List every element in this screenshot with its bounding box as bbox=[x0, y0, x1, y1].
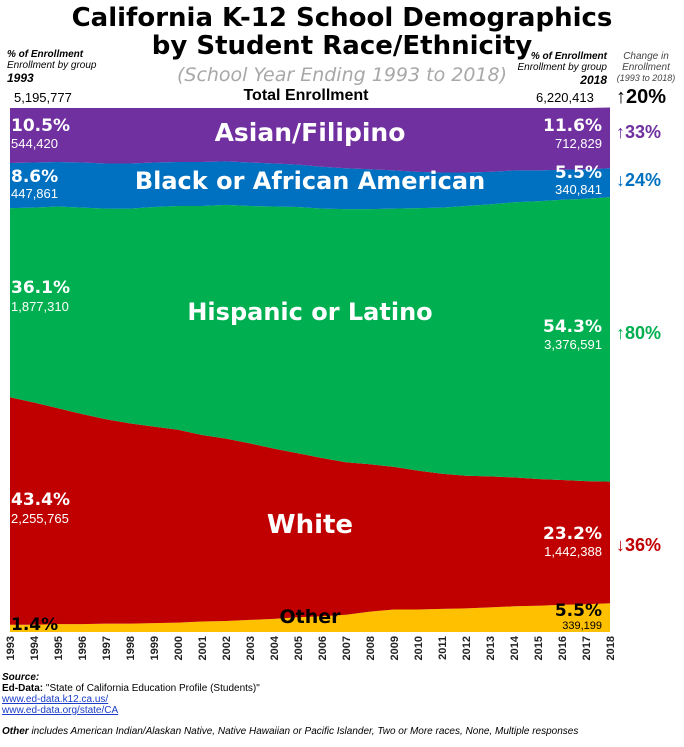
chart-subtitle: (School Year Ending 1993 to 2018) bbox=[176, 64, 508, 86]
source-name: Ed-Data: bbox=[2, 683, 44, 694]
x-tick-label: 1993 bbox=[5, 636, 17, 660]
change-header: Change in Enrollment (1993 to 2018) bbox=[614, 51, 678, 84]
x-tick-label: 1994 bbox=[29, 635, 41, 660]
change-label-2: Enrollment bbox=[622, 62, 670, 73]
source-link-2[interactable]: www.ed-data.org/state/CA bbox=[2, 705, 119, 716]
x-tick-label: 2004 bbox=[269, 635, 281, 660]
x-tick-label: 1997 bbox=[101, 636, 113, 660]
asian-change: ↑33% bbox=[616, 122, 662, 142]
other-note-term: Other bbox=[2, 726, 29, 737]
asian-count-1993: 544,420 bbox=[11, 136, 58, 151]
x-tick-label: 2008 bbox=[365, 636, 377, 660]
x-tick-label: 2016 bbox=[557, 636, 569, 660]
band-label-hispanic: Hispanic or Latino bbox=[187, 298, 433, 326]
x-tick-label: 2014 bbox=[509, 635, 521, 660]
total-label: Total Enrollment bbox=[243, 87, 369, 104]
change-label-1: Change in bbox=[623, 51, 669, 62]
other-pct-2018: 5.5% bbox=[554, 601, 602, 621]
band-label-asian: Asian/Filipino bbox=[214, 118, 406, 147]
white-count-2018: 1,442,388 bbox=[544, 544, 602, 559]
x-tick-label: 2015 bbox=[533, 636, 545, 660]
chart-title: California K-12 School Demographics by S… bbox=[0, 4, 684, 60]
black-pct-1993: 8.6% bbox=[11, 167, 59, 187]
area-hispanic-or-latino bbox=[10, 197, 610, 482]
x-tick-label: 1995 bbox=[53, 636, 65, 660]
asian-pct-2018: 11.6% bbox=[543, 116, 602, 136]
hispanic-count-1993: 1,877,310 bbox=[11, 299, 69, 314]
source-link-1[interactable]: www.ed-data.k12.ca.us/ bbox=[2, 694, 109, 705]
other-note: Other includes American Indian/Alaskan N… bbox=[2, 726, 682, 737]
x-tick-label: 2018 bbox=[605, 636, 617, 660]
x-tick-label: 1998 bbox=[125, 636, 137, 660]
hispanic-pct-2018: 54.3% bbox=[543, 317, 602, 337]
left-enroll-label: Enrollment by group bbox=[7, 60, 97, 71]
hispanic-count-2018: 3,376,591 bbox=[544, 337, 602, 352]
other-count-2018: 339,199 bbox=[562, 620, 602, 632]
other-note-text: includes American Indian/Alaskan Native,… bbox=[31, 726, 579, 737]
black-count-1993: 447,861 bbox=[11, 186, 58, 201]
x-tick-label: 2003 bbox=[245, 636, 257, 660]
title-line-1: California K-12 School Demographics bbox=[71, 3, 613, 33]
asian-pct-1993: 10.5% bbox=[11, 116, 70, 136]
left-pct-label: % of Enrollment bbox=[7, 49, 84, 60]
x-tick-label: 2006 bbox=[317, 636, 329, 660]
change-label-3: (1993 to 2018) bbox=[616, 73, 676, 83]
left-header: % of Enrollment Enrollment by group 1993 bbox=[7, 49, 97, 85]
x-tick-label: 2001 bbox=[197, 636, 209, 660]
title-line-2: by Student Race/Ethnicity bbox=[151, 31, 533, 61]
band-label-other: Other bbox=[279, 606, 341, 628]
source-block: Source: Ed-Data: "State of California Ed… bbox=[2, 672, 682, 737]
black-count-2018: 340,841 bbox=[555, 182, 602, 197]
x-tick-label: 2002 bbox=[221, 636, 233, 660]
area-other bbox=[10, 603, 610, 632]
area-white bbox=[10, 397, 610, 625]
x-tick-label: 2005 bbox=[293, 636, 305, 660]
x-tick-label: 1999 bbox=[149, 636, 161, 660]
left-year: 1993 bbox=[7, 71, 34, 85]
white-pct-1993: 43.4% bbox=[11, 490, 70, 510]
source-heading: Source: bbox=[2, 672, 40, 683]
hispanic-pct-1993: 36.1% bbox=[11, 278, 70, 298]
right-enroll-label: Enrollment by group bbox=[517, 62, 608, 73]
x-tick-label: 2010 bbox=[413, 636, 425, 660]
x-tick-label: 2017 bbox=[581, 636, 593, 660]
area-black-or-african-american bbox=[10, 161, 610, 210]
source-line: Ed-Data: "State of California Education … bbox=[2, 683, 682, 694]
x-tick-label: 2012 bbox=[461, 636, 473, 660]
area-asian-filipino bbox=[10, 107, 610, 173]
hispanic-change: ↑80% bbox=[616, 323, 662, 343]
x-tick-label: 2007 bbox=[341, 636, 353, 660]
x-tick-label: 1996 bbox=[77, 636, 89, 660]
white-count-1993: 2,255,765 bbox=[11, 511, 69, 526]
other-pct-1993: 1.4% bbox=[11, 615, 59, 635]
asian-count-2018: 712,829 bbox=[555, 136, 602, 151]
right-header: % of Enrollment Enrollment by group 2018 bbox=[497, 51, 608, 87]
x-tick-label: 2013 bbox=[485, 636, 497, 660]
total-end: 6,220,413 bbox=[536, 90, 594, 105]
band-label-white: White bbox=[266, 510, 354, 540]
white-pct-2018: 23.2% bbox=[543, 524, 602, 544]
white-change: ↓36% bbox=[616, 535, 662, 555]
right-year: 2018 bbox=[580, 73, 607, 87]
x-tick-label: 2000 bbox=[173, 636, 185, 660]
black-pct-2018: 5.5% bbox=[554, 163, 602, 183]
total-change: ↑20% bbox=[616, 86, 667, 108]
right-pct-label: % of Enrollment bbox=[530, 51, 607, 62]
band-label-black: Black or African American bbox=[134, 167, 486, 195]
x-tick-label: 2011 bbox=[437, 636, 449, 660]
x-tick-label: 2009 bbox=[389, 636, 401, 660]
black-change: ↓24% bbox=[616, 170, 662, 190]
total-start: 5,195,777 bbox=[14, 90, 72, 105]
source-title: "State of California Education Profile (… bbox=[45, 683, 260, 694]
